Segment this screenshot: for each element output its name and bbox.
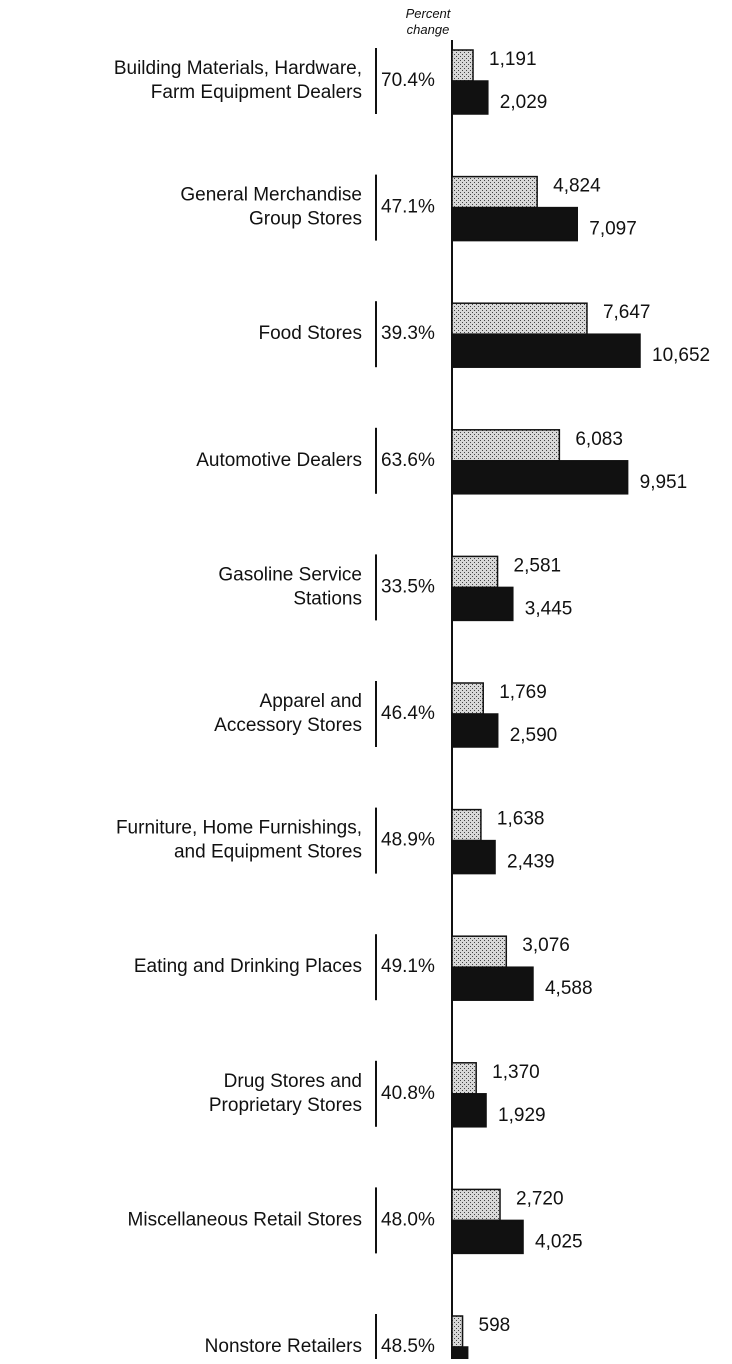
bar xyxy=(452,556,498,587)
bar xyxy=(452,714,498,747)
category-label: Building Materials, Hardware, xyxy=(114,58,362,79)
value-label: 1,191 xyxy=(489,49,537,70)
percent-change: 63.6% xyxy=(381,450,435,471)
category-label: Nonstore Retailers xyxy=(205,1336,362,1357)
bar xyxy=(452,1094,486,1127)
bar xyxy=(452,208,577,241)
value-label: 1,769 xyxy=(499,682,547,703)
bar xyxy=(452,1063,476,1094)
value-label: 598 xyxy=(479,1315,511,1336)
bar xyxy=(452,81,488,114)
percent-change: 48.0% xyxy=(381,1209,435,1230)
value-label: 2,439 xyxy=(507,852,555,873)
category-label: Automotive Dealers xyxy=(196,450,362,471)
value-label: 1,929 xyxy=(498,1105,546,1126)
bar xyxy=(452,587,513,620)
percent-change: 70.4% xyxy=(381,70,435,91)
value-label: 7,097 xyxy=(589,219,637,240)
bar xyxy=(452,1189,500,1220)
bar xyxy=(452,967,533,1000)
value-label: 2,720 xyxy=(516,1188,564,1209)
percent-change: 40.8% xyxy=(381,1083,435,1104)
percent-change: 48.9% xyxy=(381,830,435,851)
bar xyxy=(452,334,640,367)
value-label: 2,590 xyxy=(510,725,558,746)
category-label: Group Stores xyxy=(249,209,362,230)
bar xyxy=(452,841,495,874)
value-label: 9,951 xyxy=(640,472,688,493)
percent-change: 49.1% xyxy=(381,956,435,977)
bar xyxy=(452,461,628,494)
category-label: Drug Stores and xyxy=(224,1071,362,1092)
bar xyxy=(452,303,587,334)
category-label: and Equipment Stores xyxy=(174,842,362,863)
value-label: 3,445 xyxy=(525,598,573,619)
value-label: 6,083 xyxy=(575,429,623,450)
value-label: 1,638 xyxy=(497,809,545,830)
chart: Percentchange Building Materials, Hardwar… xyxy=(0,0,732,1359)
value-label: 3,076 xyxy=(522,935,570,956)
value-label: 7,647 xyxy=(603,302,651,323)
category-label: Furniture, Home Furnishings, xyxy=(116,818,362,839)
category-label: Eating and Drinking Places xyxy=(134,956,362,977)
value-label: 2,581 xyxy=(514,555,562,576)
bar xyxy=(452,810,481,841)
bar xyxy=(452,683,483,714)
value-label: 4,025 xyxy=(535,1231,583,1252)
percent-change: 47.1% xyxy=(381,197,435,218)
category-label: Gasoline Service xyxy=(218,564,362,585)
category-label: Accessory Stores xyxy=(214,715,362,736)
percent-change: 39.3% xyxy=(381,323,435,344)
value-label: 1,370 xyxy=(492,1062,540,1083)
bar xyxy=(452,1220,523,1253)
percent-change: 48.5% xyxy=(381,1336,435,1357)
category-label: Apparel and xyxy=(260,691,362,712)
value-label: 4,824 xyxy=(553,176,601,197)
category-label: Stations xyxy=(293,588,362,609)
bar xyxy=(452,50,473,81)
category-label: Proprietary Stores xyxy=(209,1095,362,1116)
bar xyxy=(452,177,537,208)
bar xyxy=(452,430,559,461)
category-label: Farm Equipment Dealers xyxy=(151,82,362,103)
category-label: Food Stores xyxy=(259,323,363,344)
bar xyxy=(452,1316,463,1347)
bar xyxy=(452,1347,468,1359)
percent-change: 46.4% xyxy=(381,703,435,724)
value-label: 2,029 xyxy=(500,92,548,113)
bar xyxy=(452,936,506,967)
percent-change: 33.5% xyxy=(381,576,435,597)
category-label: General Merchandise xyxy=(180,185,362,206)
value-label: 4,588 xyxy=(545,978,593,999)
value-label: 10,652 xyxy=(652,345,710,366)
category-label: Miscellaneous Retail Stores xyxy=(128,1209,362,1230)
